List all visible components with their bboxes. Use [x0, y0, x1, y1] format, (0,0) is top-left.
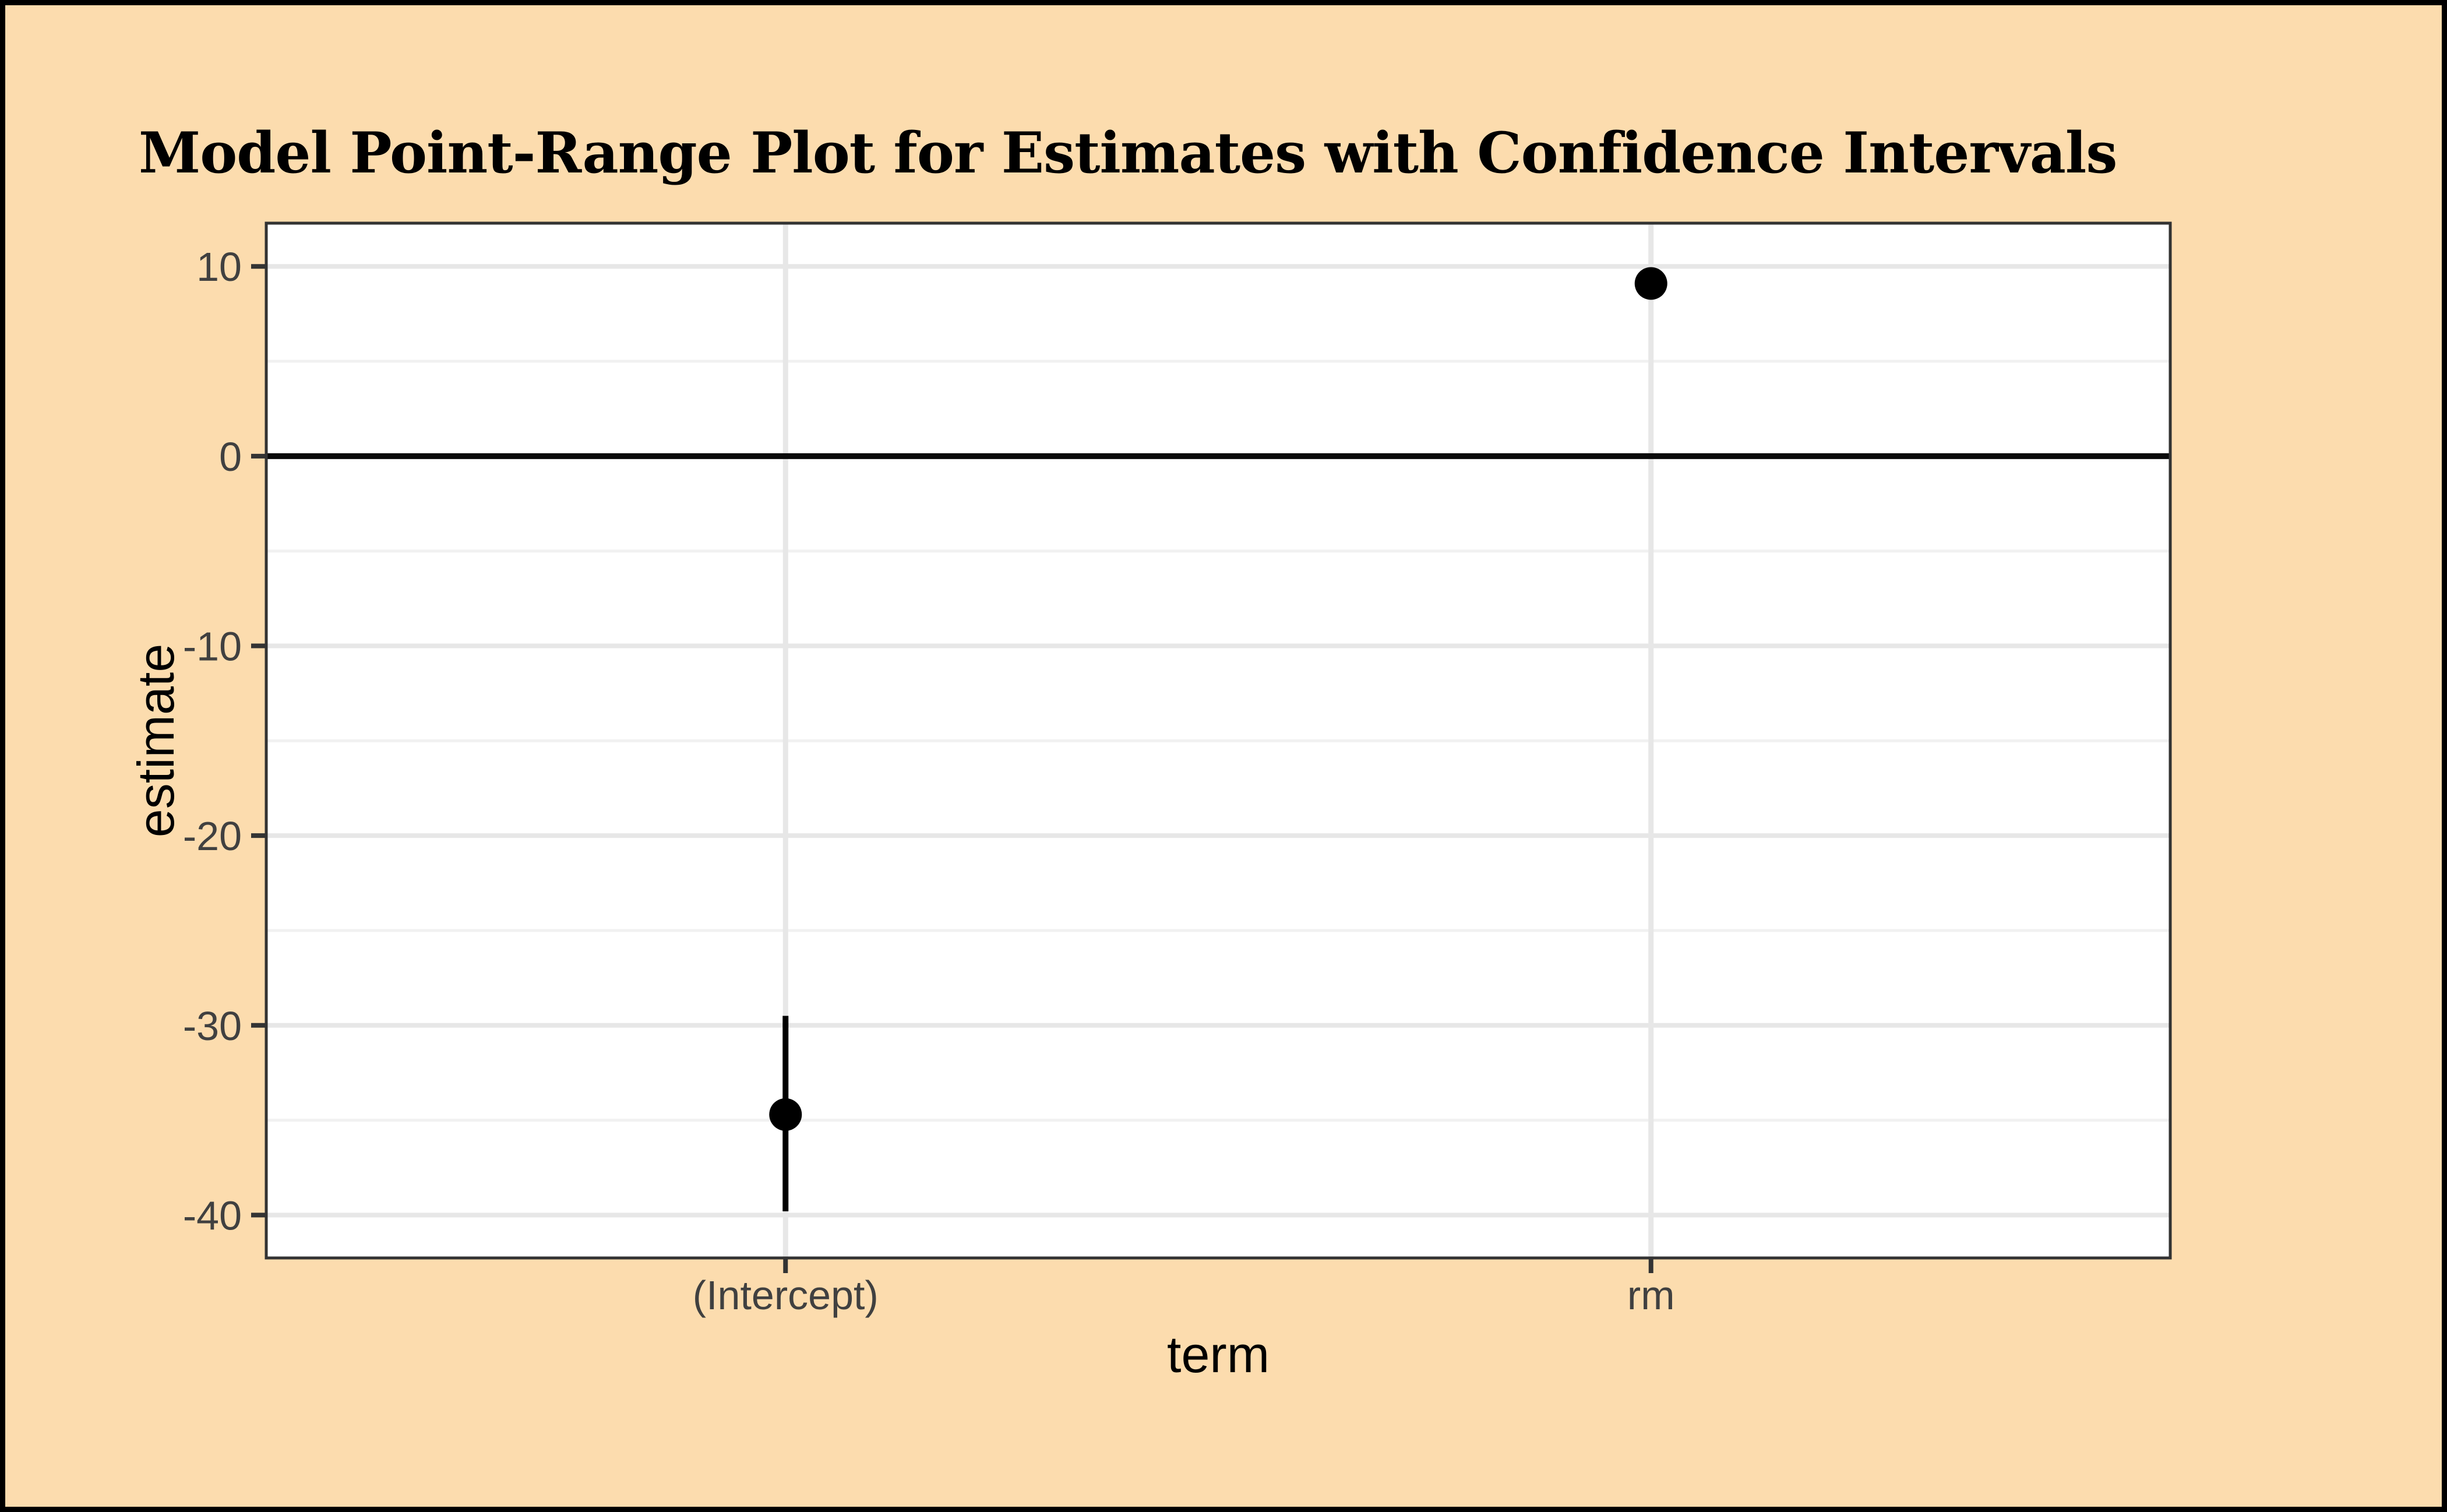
- x-tick-label: (Intercept): [693, 1273, 879, 1318]
- x-tick-label: rm: [1627, 1273, 1675, 1318]
- estimate-point-marker: [1634, 267, 1667, 300]
- y-tick-label: 0: [219, 434, 242, 480]
- y-tick-label: 10: [196, 244, 242, 290]
- chart-title: Model Point-Range Plot for Estimates wit…: [139, 120, 2117, 186]
- y-tick-label: -30: [183, 1003, 242, 1049]
- y-axis-title: estimate: [127, 643, 185, 838]
- estimate-point-marker: [769, 1098, 802, 1131]
- x-axis-title: term: [1167, 1326, 1270, 1383]
- y-tick-label: -10: [183, 624, 242, 669]
- panel-border: [265, 221, 2172, 1260]
- y-tick-label: -20: [183, 813, 242, 859]
- y-tick-label: -40: [183, 1193, 242, 1238]
